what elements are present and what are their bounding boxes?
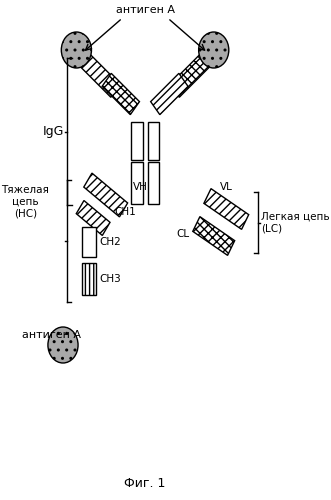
Polygon shape	[102, 74, 139, 114]
Text: IgG: IgG	[42, 125, 64, 138]
Polygon shape	[76, 200, 110, 235]
Ellipse shape	[199, 32, 229, 68]
Bar	[82, 263, 96, 295]
Text: Тяжелая
цепь
(HC): Тяжелая цепь (HC)	[1, 185, 49, 218]
Polygon shape	[193, 216, 235, 256]
Polygon shape	[204, 188, 249, 230]
Polygon shape	[170, 54, 209, 98]
Ellipse shape	[48, 327, 78, 363]
Text: Легкая цепь
(LC): Легкая цепь (LC)	[260, 212, 329, 234]
Text: антиген А: антиген А	[116, 5, 174, 15]
Bar	[148, 122, 159, 160]
Bar	[148, 162, 159, 204]
Text: VL: VL	[220, 182, 233, 192]
Bar	[82, 227, 96, 257]
Text: VH: VH	[132, 182, 147, 192]
Polygon shape	[84, 173, 128, 217]
Polygon shape	[81, 54, 120, 98]
Text: антиген А: антиген А	[22, 330, 81, 340]
Text: CH2: CH2	[99, 237, 121, 247]
Text: CL: CL	[176, 229, 189, 239]
Text: CH3: CH3	[99, 274, 121, 284]
Bar	[131, 162, 143, 204]
Text: Фиг. 1: Фиг. 1	[124, 477, 166, 490]
Polygon shape	[151, 74, 188, 114]
Ellipse shape	[61, 32, 91, 68]
Text: CH1: CH1	[114, 207, 136, 217]
Bar	[131, 122, 143, 160]
